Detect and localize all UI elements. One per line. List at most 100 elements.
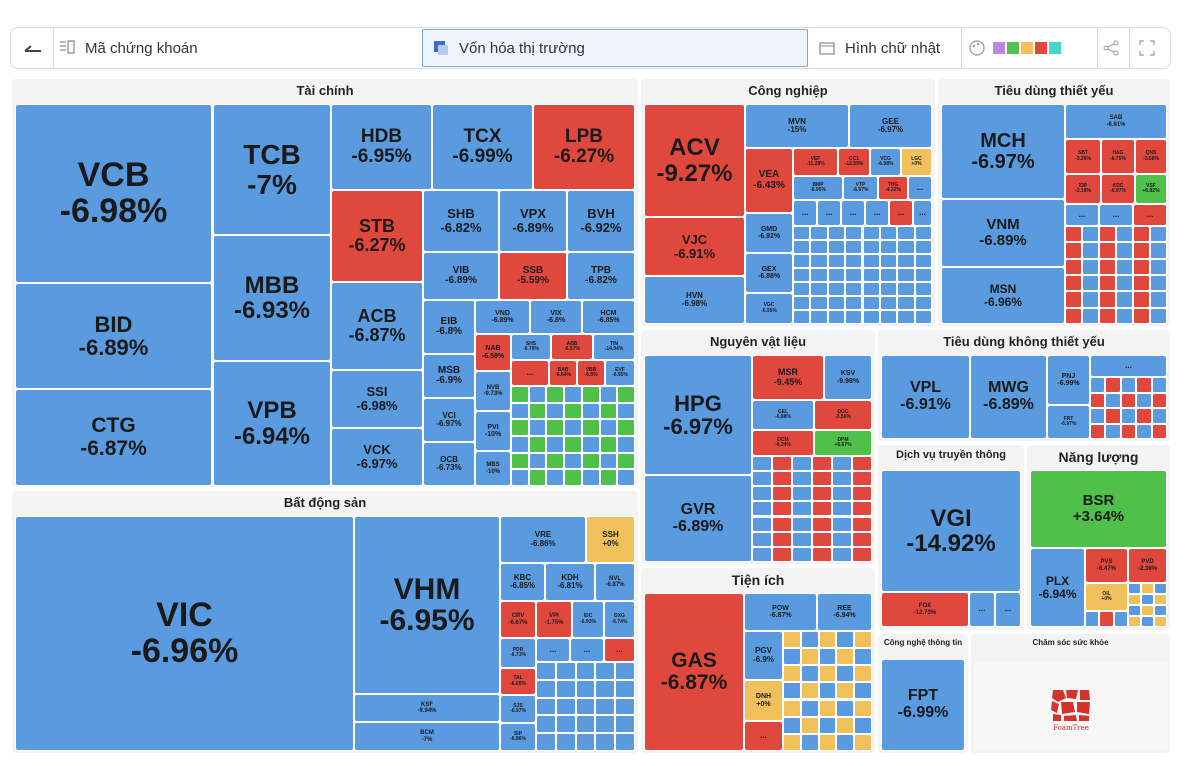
small-stock-cell[interactable] [810,296,828,310]
small-stock-cell[interactable] [536,715,556,734]
stock-tile-vtp[interactable]: VTP -6.97% [843,176,878,200]
small-stock-cell[interactable] [897,240,915,254]
small-stock-cell[interactable] [546,452,565,470]
small-stock-cell[interactable] [854,682,872,700]
stock-tile-acb[interactable]: ACB -6.87% [331,282,423,370]
stock-tile-dgc[interactable]: DGC -3.56% [814,400,872,430]
small-stock-cell[interactable] [800,682,819,700]
small-stock-cell[interactable] [836,682,855,700]
small-stock-cell[interactable] [1120,423,1137,439]
stock-tile-shb[interactable]: SHB -6.82% [423,190,499,252]
small-stock-cell[interactable] [1099,242,1116,259]
small-stock-cell[interactable] [752,516,772,532]
stock-tile-kdh[interactable]: KDH -6.81% [545,563,595,601]
stock-tile-gmd[interactable]: GMD -6.92% [745,213,793,253]
small-stock-cell[interactable] [511,452,529,470]
small-stock-cell[interactable] [615,697,635,716]
small-stock-cell[interactable] [599,386,618,403]
small-stock-cell[interactable] [1128,583,1141,594]
small-stock-cell[interactable] [1136,423,1152,439]
small-stock-cell[interactable] [1099,291,1116,308]
stock-tile-oil[interactable]: OIL +0% [1085,583,1128,611]
small-stock-cell[interactable] [1150,291,1167,308]
small-stock-cell[interactable] [879,240,898,254]
small-stock-cell[interactable] [810,254,828,268]
small-stock-cell[interactable] [1154,583,1167,594]
small-stock-cell[interactable] [836,648,855,666]
small-stock-cell[interactable] [1082,307,1099,324]
small-stock-cell[interactable] [845,296,863,310]
stock-tile-nvl[interactable]: NVL -6.87% [595,563,635,601]
small-stock-cell[interactable] [615,733,635,751]
small-stock-cell[interactable] [914,296,932,310]
small-stock-cell[interactable] [783,665,801,683]
stock-tile-sip[interactable]: SIP -6.86% [500,723,536,751]
small-stock-cell[interactable] [1128,605,1141,616]
small-stock-cell[interactable] [536,733,556,751]
small-stock-cell[interactable] [528,436,547,453]
small-stock-cell[interactable] [615,679,635,698]
small-stock-cell[interactable] [897,310,915,324]
small-stock-cell[interactable] [1133,275,1150,292]
small-stock-cell[interactable] [536,697,556,716]
stock-tile-idp[interactable]: IDP -2.19% [1065,174,1101,204]
small-stock-cell[interactable] [1090,392,1106,408]
small-stock-cell[interactable] [845,310,863,324]
small-stock-cell[interactable] [1082,242,1099,259]
small-stock-cell[interactable] [595,679,616,698]
shape-select[interactable]: Hình chữ nhật [817,28,967,68]
small-stock-cell[interactable] [772,486,792,502]
stock-tile-dcm[interactable]: DCM -6.24% [752,430,814,456]
small-stock-cell[interactable] [1116,242,1133,259]
small-stock-cell[interactable] [1090,377,1106,393]
small-stock-cell[interactable] [555,679,576,698]
small-stock-cell[interactable] [555,662,576,680]
stock-tile-qns[interactable]: QNS -3.68% [1135,139,1167,174]
symbol-search-field[interactable]: Mã chứng khoán [57,28,417,68]
small-stock-cell[interactable] [836,665,855,683]
small-stock-cell[interactable] [511,436,529,453]
small-stock-cell[interactable] [854,699,872,717]
stock-tile-vib[interactable]: VIB -6.89% [423,252,499,300]
small-stock-cell[interactable] [555,715,576,734]
stock-tile-vhm[interactable]: VHM -6.95% [354,516,500,694]
stock-tile-vpi[interactable]: VPI -1.75% [536,601,572,638]
stock-tile-gel[interactable]: GEL -6.88% [752,400,814,430]
more-stocks-tile[interactable]: ... [908,176,932,200]
more-stocks-tile[interactable]: ... [511,360,549,386]
small-stock-cell[interactable] [617,386,635,403]
stock-tile-pvs[interactable]: PVS -6.47% [1085,548,1128,583]
small-stock-cell[interactable] [1085,611,1100,627]
stock-tile-ree[interactable]: REE -6.94% [817,593,872,631]
small-stock-cell[interactable] [845,240,863,254]
small-stock-cell[interactable] [1099,307,1116,324]
small-stock-cell[interactable] [1120,408,1137,424]
small-stock-cell[interactable] [1128,594,1141,605]
small-stock-cell[interactable] [617,436,635,453]
small-stock-cell[interactable] [1150,242,1167,259]
more-stocks-tile[interactable]: ... [1065,204,1099,226]
small-stock-cell[interactable] [1065,258,1082,275]
share-button[interactable] [1101,28,1121,68]
small-stock-cell[interactable] [599,452,618,470]
small-stock-cell[interactable] [812,486,832,502]
small-stock-cell[interactable] [1136,408,1152,424]
small-stock-cell[interactable] [1065,226,1082,243]
small-stock-cell[interactable] [1105,423,1121,439]
small-stock-cell[interactable] [1133,307,1150,324]
small-stock-cell[interactable] [1120,392,1137,408]
small-stock-cell[interactable] [1151,392,1167,408]
small-stock-cell[interactable] [599,419,618,436]
small-stock-cell[interactable] [818,716,837,734]
small-stock-cell[interactable] [752,531,772,547]
stock-tile-gas[interactable]: GAS -6.87% [644,593,744,751]
small-stock-cell[interactable] [1090,423,1106,439]
stock-tile-mbb[interactable]: MBB -6.93% [213,235,331,361]
small-stock-cell[interactable] [810,226,828,240]
stock-tile-tcx[interactable]: TCX -6.99% [432,104,533,190]
more-stocks-tile[interactable]: ... [1099,204,1133,226]
stock-tile-tin[interactable]: TIN -14.94% [593,334,635,360]
stock-tile-ssi[interactable]: SSI -6.98% [331,370,423,428]
small-stock-cell[interactable] [595,697,616,716]
small-stock-cell[interactable] [595,662,616,680]
